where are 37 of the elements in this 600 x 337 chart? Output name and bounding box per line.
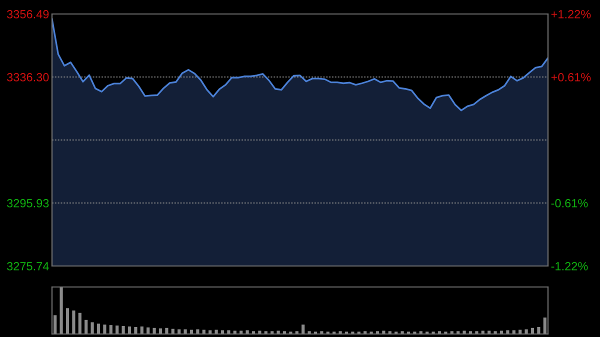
y2-tick-label: -1.22% [551,262,588,270]
bar [78,312,82,334]
y2-tick-label: +0.61% [551,73,591,82]
bar [66,308,70,334]
bar [537,326,540,334]
bar [140,326,144,334]
bar [122,326,125,334]
bar [134,326,138,334]
y2-tick-label: -0.61% [551,199,588,208]
bar [90,322,94,334]
y-tick-label: 3275.74 [7,262,49,270]
bar [302,324,305,334]
bar [128,326,132,334]
bar [543,318,546,334]
bar [103,324,106,334]
y-tick-label: 3295.93 [7,199,49,208]
bar [96,324,100,334]
bar [214,330,218,334]
y-tick-label: 3336.30 [7,73,49,82]
bar [54,315,57,334]
bar [320,331,324,334]
bar [84,320,88,334]
bar [494,331,497,334]
bar [116,326,119,334]
bar [462,330,466,334]
bar [338,331,342,334]
bar [506,330,510,334]
bar [72,310,76,334]
bar [258,330,262,334]
bar [109,325,112,334]
bar [196,329,200,334]
bar [60,287,63,334]
y-tick-label: 3356.49 [7,10,49,18]
bar [276,330,280,334]
bar [165,328,168,334]
y2-tick-label: +1.22% [551,10,591,18]
bar [382,330,386,334]
